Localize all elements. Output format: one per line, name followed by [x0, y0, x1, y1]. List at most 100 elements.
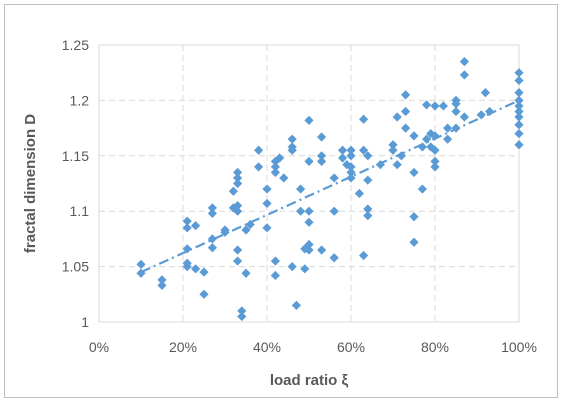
data-point: [270, 156, 280, 166]
x-tick-label: 100%: [501, 339, 537, 355]
data-point: [262, 223, 272, 233]
data-point: [514, 129, 524, 139]
data-point: [262, 184, 272, 194]
y-tick-label: 1: [81, 314, 89, 330]
grid-lines: [98, 44, 520, 323]
data-point: [270, 270, 280, 281]
data-point: [422, 134, 432, 144]
data-point: [262, 198, 272, 209]
data-point: [233, 206, 243, 216]
data-point: [233, 167, 243, 178]
data-point: [207, 234, 217, 244]
data-point: [459, 112, 469, 122]
data-point: [401, 123, 411, 133]
x-tick-label: 60%: [337, 339, 365, 355]
data-point: [304, 239, 314, 250]
data-point: [241, 268, 251, 278]
x-tick-label: 40%: [253, 339, 281, 355]
x-tick-label: 20%: [169, 339, 197, 355]
chart-frame: 1 1.05 1.1 1.15 1.2 1.25 0% 20% 40% 60% 80% 100% lo…: [4, 4, 558, 398]
y-tick-label: 1.15: [62, 148, 89, 164]
data-point: [409, 212, 419, 222]
data-point: [388, 145, 398, 155]
tick-labels: 1 1.05 1.1 1.15 1.2 1.25 0% 20% 40% 60% 80% 100%: [62, 37, 537, 355]
data-point: [304, 206, 314, 216]
data-point: [237, 306, 247, 316]
data-point: [157, 280, 167, 291]
data-point: [363, 151, 373, 161]
data-point: [157, 275, 167, 285]
data-point: [388, 140, 398, 150]
data-point: [304, 217, 314, 227]
data-point: [396, 151, 406, 161]
data-point: [270, 162, 280, 172]
data-point: [304, 245, 314, 255]
x-tick-label: 0%: [89, 339, 109, 355]
data-point: [317, 132, 327, 142]
data-point: [430, 101, 440, 111]
data-point: [451, 106, 461, 117]
data-point: [417, 142, 427, 152]
data-point: [359, 250, 369, 261]
data-point: [287, 145, 297, 155]
data-point: [182, 262, 192, 272]
trendline: [140, 99, 520, 274]
data-point: [514, 106, 524, 117]
data-point: [359, 145, 369, 155]
data-point: [485, 106, 495, 117]
data-point: [392, 160, 402, 170]
data-point: [375, 160, 385, 170]
data-point: [199, 289, 209, 299]
data-point: [207, 208, 217, 219]
data-point: [317, 151, 327, 161]
data-point: [291, 300, 301, 310]
data-point: [233, 201, 243, 211]
plot-area-border: [98, 44, 520, 323]
data-point: [296, 206, 306, 216]
data-point: [182, 223, 192, 233]
data-point: [270, 256, 280, 266]
data-point: [329, 253, 339, 263]
data-point: [304, 156, 314, 166]
data-point: [237, 311, 247, 322]
data-point: [233, 245, 243, 255]
data-point: [136, 259, 146, 269]
data-point: [207, 243, 217, 253]
x-tick-label: 80%: [421, 339, 449, 355]
data-point: [363, 211, 373, 221]
data-point: [430, 156, 440, 166]
data-point: [254, 145, 264, 155]
data-point: [514, 95, 524, 105]
data-point: [514, 88, 524, 98]
data-point: [426, 142, 436, 152]
data-point: [342, 160, 352, 170]
data-point: [338, 153, 348, 163]
data-point: [363, 204, 373, 214]
data-point: [275, 153, 285, 163]
data-point: [329, 206, 339, 216]
data-point: [346, 173, 356, 183]
data-point: [514, 68, 524, 78]
data-point: [279, 173, 289, 183]
data-point: [182, 244, 192, 254]
data-point: [233, 173, 243, 183]
data-point: [430, 131, 440, 141]
data-point: [417, 184, 427, 194]
scatter-chart: 1 1.05 1.1 1.15 1.2 1.25 0% 20% 40% 60% 80% 100% lo…: [22, 37, 537, 389]
data-point: [430, 162, 440, 172]
data-point: [346, 151, 356, 161]
data-point: [422, 100, 432, 110]
data-point: [346, 145, 356, 155]
data-point: [438, 101, 448, 111]
y-tick-label: 1.05: [62, 259, 89, 275]
data-point: [359, 114, 369, 124]
data-point: [354, 188, 364, 199]
data-point: [300, 244, 310, 254]
data-point: [443, 123, 453, 133]
data-point: [233, 256, 243, 266]
data-point: [241, 225, 251, 235]
data-point: [409, 167, 419, 178]
data-point: [409, 131, 419, 141]
data-point: [346, 162, 356, 172]
data-point: [346, 167, 356, 178]
